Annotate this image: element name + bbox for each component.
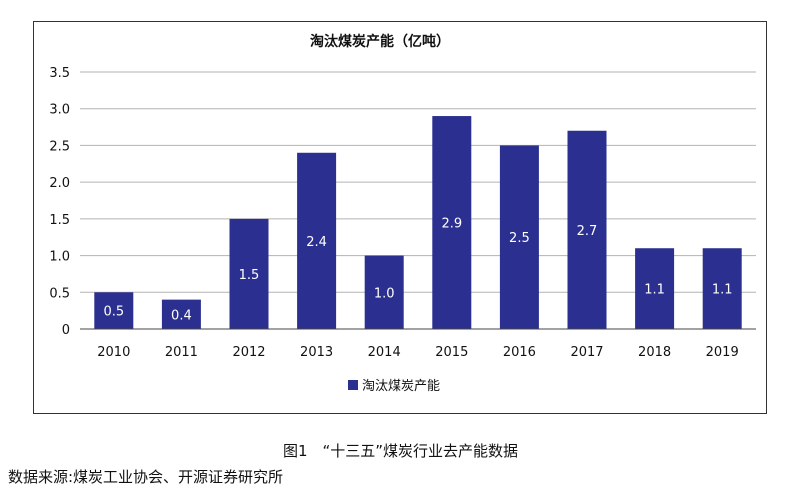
data-source: 数据来源:煤炭工业协会、开源证券研究所 <box>8 468 284 486</box>
bar-chart: 淘汰煤炭产能（亿吨） 0 0.5 1.0 1.5 2.0 2.5 3.0 3.5 0.5 0.4… <box>49 33 756 394</box>
y-tick-label: 2.0 <box>49 176 70 191</box>
x-tick-label: 2012 <box>232 345 265 360</box>
x-tick-label: 2016 <box>503 345 536 360</box>
data-label: 2.5 <box>509 231 530 246</box>
y-tick-label: 3.0 <box>49 103 70 118</box>
x-tick-label: 2013 <box>300 345 333 360</box>
legend-swatch <box>348 380 358 390</box>
y-tick-label: 1.5 <box>49 213 70 228</box>
y-tick-label: 2.5 <box>49 139 70 154</box>
data-label: 2.7 <box>577 224 598 239</box>
bar <box>161 299 201 329</box>
x-tick-label: 2014 <box>368 345 401 360</box>
y-tick-label: 3.5 <box>49 66 70 81</box>
y-tick-label: 1.0 <box>49 250 70 265</box>
bar <box>94 292 134 329</box>
x-tick-label: 2019 <box>706 345 739 360</box>
data-label: 2.9 <box>441 217 462 232</box>
x-tick-label: 2017 <box>570 345 603 360</box>
bars: 0.5 0.4 1.5 2.4 1.0 2.9 2.5 2.7 1.1 1.1 <box>94 116 742 329</box>
x-tick-label: 2015 <box>435 345 468 360</box>
data-label: 0.5 <box>103 305 124 320</box>
data-label: 2.4 <box>306 235 327 250</box>
bar <box>702 248 742 329</box>
chart-frame <box>33 21 767 414</box>
data-label: 1.1 <box>712 283 733 298</box>
x-axis-ticks: 2010 2011 2012 2013 2014 2015 2016 2017 2018 2019 <box>97 345 738 360</box>
data-label: 1.0 <box>374 286 395 301</box>
bar <box>297 152 337 329</box>
y-tick-label: 0 <box>62 323 70 338</box>
bar <box>499 145 539 329</box>
x-tick-label: 2011 <box>165 345 198 360</box>
y-tick-label: 0.5 <box>49 286 70 301</box>
bar <box>567 130 607 329</box>
data-label: 1.1 <box>644 283 665 298</box>
bar <box>635 248 675 329</box>
data-label: 1.5 <box>239 268 260 283</box>
bar <box>229 218 269 329</box>
figure-caption: 图1 “十三五”煤炭行业去产能数据 <box>282 442 519 460</box>
bar <box>432 116 472 329</box>
chart-title: 淘汰煤炭产能（亿吨） <box>310 33 450 50</box>
data-label: 0.4 <box>171 308 192 323</box>
legend: 淘汰煤炭产能 <box>348 379 440 394</box>
x-tick-label: 2018 <box>638 345 671 360</box>
legend-label: 淘汰煤炭产能 <box>362 379 440 394</box>
y-axis-ticks: 0 0.5 1.0 1.5 2.0 2.5 3.0 3.5 <box>49 66 70 338</box>
bar <box>364 255 404 329</box>
x-tick-label: 2010 <box>97 345 130 360</box>
